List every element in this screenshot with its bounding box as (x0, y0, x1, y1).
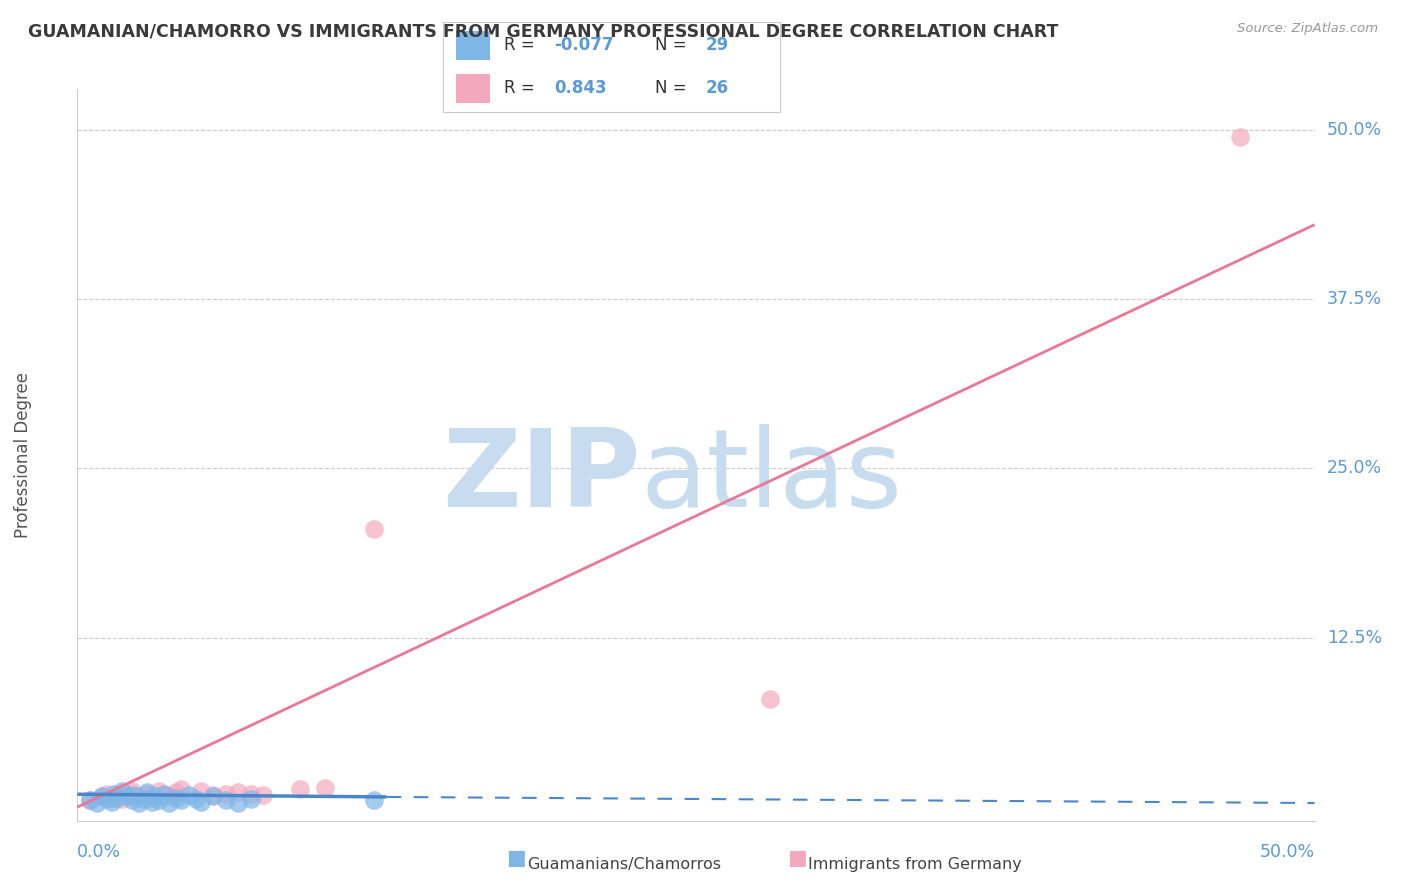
Text: Source: ZipAtlas.com: Source: ZipAtlas.com (1237, 22, 1378, 36)
Point (111, 792, 134, 806)
Text: ZIP: ZIP (441, 424, 640, 530)
Point (121, 793, 143, 807)
Point (121, 784, 143, 798)
Text: -0.077: -0.077 (554, 36, 614, 54)
Text: 26: 26 (706, 78, 730, 97)
Point (190, 795, 212, 809)
Point (79, 793, 101, 807)
Point (122, 788, 145, 802)
Text: ■: ■ (787, 848, 807, 868)
Point (252, 788, 274, 802)
Text: GUAMANIAN/CHAMORRO VS IMMIGRANTS FROM GERMANY PROFESSIONAL DEGREE CORRELATION CH: GUAMANIAN/CHAMORRO VS IMMIGRANTS FROM GE… (28, 22, 1059, 40)
Point (86, 796, 108, 810)
Point (190, 784, 212, 798)
Point (165, 790, 187, 805)
Text: R =: R = (503, 36, 540, 54)
Point (153, 787, 176, 801)
Point (111, 784, 134, 798)
Text: N =: N = (655, 78, 692, 97)
Point (148, 793, 170, 807)
Point (160, 789, 183, 804)
Point (115, 789, 138, 804)
Text: R =: R = (503, 78, 540, 97)
Point (128, 789, 150, 804)
Point (1229, 129, 1251, 144)
Point (215, 793, 238, 807)
Point (153, 788, 176, 802)
Point (105, 790, 128, 805)
Text: Immigrants from Germany: Immigrants from Germany (808, 857, 1022, 872)
Point (157, 796, 180, 810)
Point (165, 785, 187, 799)
Text: N =: N = (655, 36, 692, 54)
Text: 0.0%: 0.0% (77, 843, 121, 861)
Point (103, 790, 125, 805)
Point (226, 796, 249, 810)
Text: 29: 29 (706, 36, 730, 54)
Point (148, 784, 170, 798)
Text: 50.0%: 50.0% (1327, 120, 1382, 139)
Point (103, 787, 125, 801)
Point (363, 523, 385, 537)
Point (135, 787, 157, 801)
Point (91, 789, 114, 804)
Point (177, 788, 200, 802)
Point (184, 792, 207, 806)
Text: Guamanians/Chamorros: Guamanians/Chamorros (527, 857, 721, 872)
FancyBboxPatch shape (457, 31, 491, 60)
Point (239, 792, 262, 806)
Text: 50.0%: 50.0% (1260, 843, 1315, 861)
Text: atlas: atlas (640, 424, 903, 530)
Point (143, 789, 166, 804)
Point (135, 785, 157, 799)
Point (115, 788, 138, 802)
Text: Professional Degree: Professional Degree (14, 372, 32, 538)
FancyBboxPatch shape (457, 74, 491, 103)
Text: 12.5%: 12.5% (1327, 629, 1382, 647)
Point (202, 788, 225, 802)
Point (363, 793, 385, 807)
Point (141, 790, 163, 805)
Point (759, 691, 782, 706)
Point (96, 787, 118, 801)
Text: 25.0%: 25.0% (1327, 459, 1382, 477)
Point (170, 782, 193, 797)
Point (170, 793, 193, 807)
Point (91, 789, 114, 804)
Point (226, 785, 249, 799)
Point (215, 787, 238, 801)
Text: 0.843: 0.843 (554, 78, 607, 97)
Point (101, 795, 124, 809)
Point (134, 792, 156, 806)
Point (128, 796, 150, 810)
Point (314, 781, 336, 796)
Point (239, 787, 262, 801)
Point (96, 792, 118, 806)
Text: ■: ■ (506, 848, 526, 868)
Point (141, 795, 163, 809)
Point (79, 793, 101, 807)
Text: 37.5%: 37.5% (1327, 290, 1382, 308)
Point (202, 789, 225, 804)
Point (288, 782, 311, 797)
